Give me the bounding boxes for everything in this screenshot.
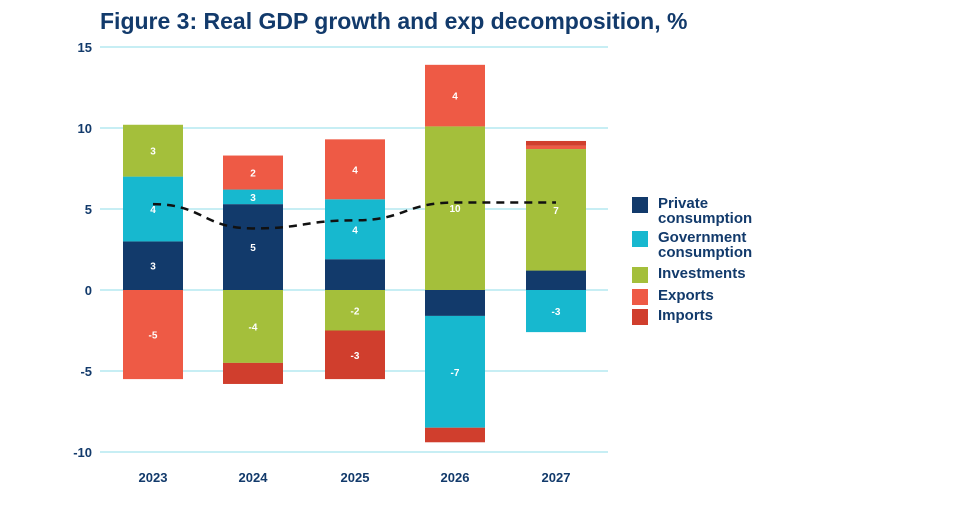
bar-segment — [526, 149, 586, 271]
bar-segment — [425, 290, 485, 316]
legend-item: Investments — [632, 266, 768, 288]
chart-title: Figure 3: Real GDP growth and exp decomp… — [100, 8, 688, 34]
legend-label: Private consumption — [658, 195, 753, 227]
bar-segment — [223, 290, 283, 363]
bar-segment — [325, 330, 385, 380]
bar-segment — [325, 199, 385, 260]
data-label: 3 — [250, 193, 256, 204]
y-tick-label: -5 — [80, 364, 92, 379]
x-tick-label: 2025 — [341, 470, 370, 485]
bar-segment — [526, 290, 586, 333]
legend-label: Imports — [658, 307, 714, 324]
y-tick-label: 0 — [85, 283, 92, 298]
data-label: 3 — [150, 262, 156, 273]
data-label: -4 — [249, 322, 258, 333]
data-label: 5 — [250, 243, 256, 254]
data-label: -3 — [351, 351, 360, 362]
bar-segment — [325, 139, 385, 200]
bar-segment — [123, 290, 183, 380]
bar-segment — [526, 270, 586, 290]
bar-segment — [526, 140, 586, 146]
data-label: 10 — [449, 204, 461, 215]
x-axis-ticks: 2023 2024 2025 2026 2027 — [139, 470, 571, 485]
legend-swatch — [632, 267, 648, 283]
data-label: 3 — [150, 147, 156, 158]
x-tick-label: 2024 — [239, 470, 269, 485]
gdp-growth-line — [152, 201, 556, 230]
data-label: -3 — [552, 307, 561, 318]
bar-segment — [325, 259, 385, 290]
x-tick-label: 2027 — [542, 470, 571, 485]
data-label: 4 — [352, 165, 358, 176]
bar-segment — [123, 124, 183, 177]
bar-segment — [223, 189, 283, 205]
bar-segment — [325, 290, 385, 331]
bar-segment — [223, 155, 283, 190]
y-tick-label: -10 — [73, 445, 92, 460]
legend-item: Imports — [632, 308, 768, 328]
legend: Private consumption Government consumptio… — [632, 196, 768, 328]
data-label: 2 — [250, 169, 256, 180]
data-label: 4 — [150, 205, 156, 216]
bar-segment — [425, 126, 485, 290]
legend-item: Government consumption — [632, 230, 768, 266]
y-tick-label: 10 — [78, 121, 92, 136]
gdp-line — [152, 201, 556, 230]
legend-item: Private consumption — [632, 196, 768, 230]
y-tick-label: 15 — [78, 40, 92, 55]
data-label: -5 — [149, 331, 158, 342]
data-label: 4 — [352, 225, 358, 236]
legend-swatch — [632, 197, 648, 213]
x-tick-label: 2026 — [441, 470, 470, 485]
data-label: -7 — [451, 368, 460, 379]
legend-swatch — [632, 309, 648, 325]
legend-swatch — [632, 289, 648, 305]
legend-item: Exports — [632, 288, 768, 308]
data-label: 4 — [452, 92, 458, 103]
data-label: 7 — [553, 206, 559, 217]
bar-segment — [223, 204, 283, 290]
legend-swatch — [632, 231, 648, 247]
bar-segment — [123, 176, 183, 242]
x-tick-label: 2023 — [139, 470, 168, 485]
bar-segment — [526, 145, 586, 150]
y-tick-label: 5 — [85, 202, 92, 217]
legend-label: Exports — [658, 287, 714, 304]
legend-label: Investments — [658, 265, 746, 282]
bar-segment — [425, 427, 485, 443]
y-axis-ticks: -10 -5 0 5 10 15 — [73, 40, 92, 460]
bar-segment — [123, 241, 183, 290]
legend-label: Government consumption — [658, 229, 753, 261]
bar-segment — [425, 315, 485, 428]
bar-segment — [223, 362, 283, 384]
data-labels: 3 4 3 -5 5 3 -4 2 4 -2 4 -3 -7 10 4 -3 7 — [149, 92, 561, 379]
bar-segment — [425, 64, 485, 127]
data-label: -2 — [351, 306, 360, 317]
bars — [123, 64, 586, 443]
